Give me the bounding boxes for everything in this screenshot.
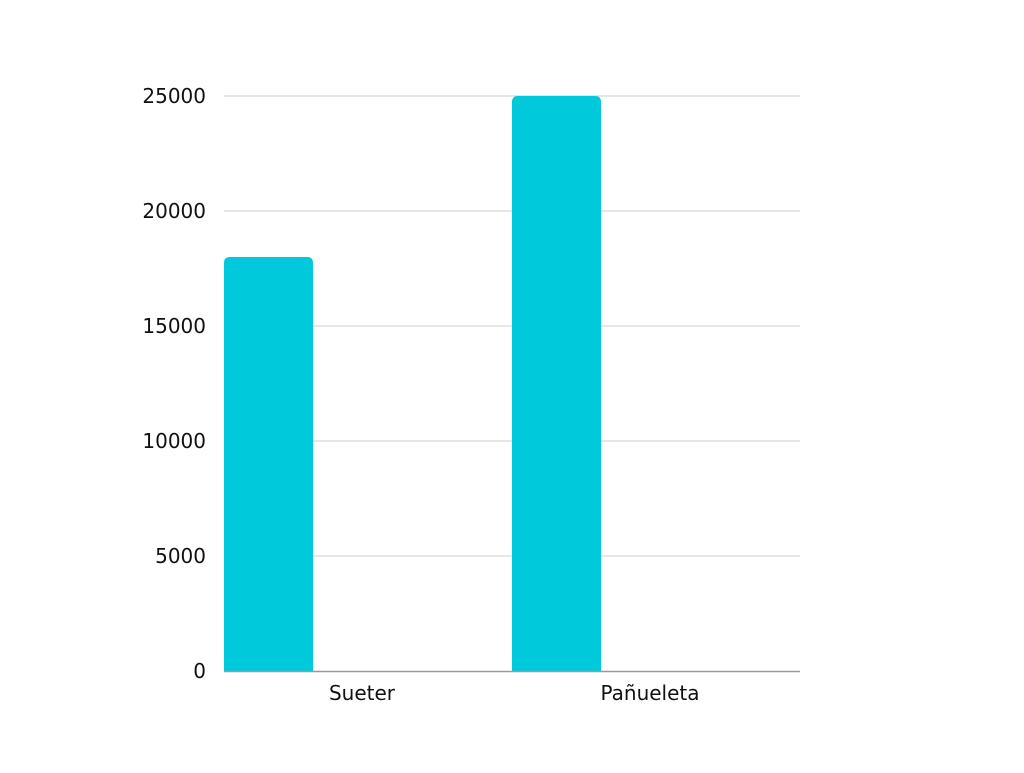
bar-pañueleta	[512, 96, 601, 671]
y-tick-label: 15000	[142, 314, 206, 338]
y-tick-label: 20000	[142, 199, 206, 223]
y-axis-ticks: 0 5000 10000 15000 20000 25000	[142, 84, 206, 683]
x-tick-label: Sueter	[329, 681, 396, 705]
y-tick-label: 25000	[142, 84, 206, 108]
y-tick-label: 0	[193, 659, 206, 683]
bars	[224, 96, 601, 671]
x-axis-ticks: Sueter Pañueleta	[329, 681, 700, 705]
bar-sueter	[224, 257, 313, 671]
y-tick-label: 5000	[155, 544, 206, 568]
x-tick-label: Pañueleta	[600, 681, 699, 705]
y-tick-label: 10000	[142, 429, 206, 453]
